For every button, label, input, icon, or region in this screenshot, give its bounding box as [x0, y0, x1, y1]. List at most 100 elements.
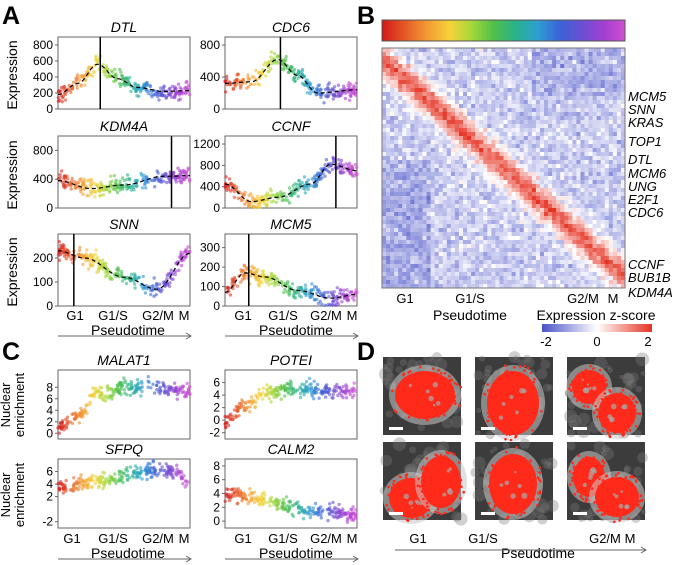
heatmap-cell [495, 92, 500, 97]
data-point [284, 495, 289, 499]
heatmap-cell [406, 116, 411, 121]
heatmap-cell [410, 96, 415, 101]
heatmap-cell [402, 168, 407, 173]
heatmap-cell [556, 184, 561, 189]
heatmap-cell [600, 156, 606, 161]
heatmap-cell [398, 160, 403, 165]
heatmap-cell [568, 80, 573, 85]
heatmap-cell [499, 104, 504, 109]
heatmap-cell [402, 80, 407, 85]
heatmap-cell [463, 80, 468, 85]
heatmap-cell [531, 176, 537, 181]
heatmap-cell [446, 68, 452, 73]
heatmap-cell [386, 116, 391, 121]
data-point [81, 262, 85, 267]
heatmap-cell [604, 164, 610, 169]
heatmap-cell [382, 172, 387, 177]
heatmap-cell [434, 84, 439, 89]
data-point [145, 477, 149, 482]
heatmap-cell [588, 124, 593, 129]
data-point [128, 465, 133, 469]
heatmap-cell [410, 88, 415, 93]
heatmap-cell [548, 68, 553, 73]
heatmap-cell [491, 148, 496, 153]
data-point [173, 177, 178, 182]
heatmap-cell [568, 108, 573, 113]
heatmap-cell [556, 156, 561, 161]
heatmap-cell [386, 60, 391, 65]
heatmap-cell [592, 68, 597, 73]
heatmap-cell [454, 132, 460, 137]
scatter-points [224, 263, 359, 307]
heatmap-cell [616, 52, 622, 57]
heatmap-cell [608, 180, 614, 185]
data-point [317, 507, 321, 511]
heatmap-cell [560, 168, 565, 173]
heatmap-cell [620, 56, 626, 61]
data-point [295, 186, 299, 190]
data-point [181, 177, 185, 181]
heatmap-cell [531, 180, 537, 185]
heatmap-cell [588, 184, 593, 189]
data-point [249, 192, 253, 196]
heatmap-cell [491, 108, 496, 113]
heatmap-cell [612, 132, 618, 137]
heatmap-cell [620, 128, 626, 133]
heatmap-cell [487, 108, 492, 113]
heatmap-cell [394, 112, 399, 117]
heatmap-cell [402, 140, 407, 145]
data-point [292, 503, 296, 507]
heatmap-cell [596, 76, 601, 81]
heatmap-cell [515, 144, 520, 149]
heatmap-cell [511, 100, 516, 105]
heatmap-cell [430, 156, 435, 161]
data-point [347, 98, 352, 103]
heatmap-cell [620, 92, 626, 97]
heatmap-cell [592, 60, 597, 65]
data-point [176, 82, 181, 86]
heatmap-cell [386, 152, 391, 157]
heatmap-cell [390, 144, 395, 149]
heatmap-cell [487, 72, 492, 77]
heatmap-cell [491, 128, 496, 133]
heatmap-cell [584, 76, 589, 81]
data-point [184, 483, 189, 487]
heatmap-cell [616, 112, 622, 117]
heatmap-cell [382, 148, 387, 153]
data-point [97, 484, 101, 488]
data-point [309, 288, 314, 292]
heatmap-cell [446, 52, 452, 57]
heatmap-cell [446, 92, 452, 97]
heatmap-cell [479, 52, 484, 57]
pseudotime-bar-segment [473, 20, 476, 41]
heatmap-cell [382, 128, 387, 133]
heatmap-cell [390, 96, 395, 101]
heatmap-cell [410, 160, 415, 165]
heatmap-cell [584, 128, 589, 133]
heatmap-cell [548, 64, 553, 69]
heatmap-cell [398, 100, 403, 105]
heatmap-cell [596, 148, 601, 153]
heatmap-cell [588, 152, 593, 157]
heatmap-cell [390, 104, 395, 109]
pseudotime-bar-segment [467, 20, 470, 41]
heatmap-cell [398, 84, 403, 89]
heatmap-cell [568, 140, 573, 145]
heatmap-cell [442, 92, 448, 97]
data-point [318, 299, 322, 303]
heatmap-cell [503, 100, 508, 105]
data-point [272, 193, 276, 198]
data-point [295, 182, 299, 186]
data-point [308, 515, 313, 520]
heatmap-cell [446, 148, 452, 153]
heatmap-cell [616, 156, 622, 161]
data-point [244, 401, 248, 405]
data-point [70, 176, 74, 181]
heatmap-cell [418, 124, 423, 129]
heatmap-cell [430, 108, 435, 113]
heatmap-cell [382, 52, 387, 57]
heatmap-cell [576, 52, 581, 57]
heatmap-cell [604, 72, 610, 77]
